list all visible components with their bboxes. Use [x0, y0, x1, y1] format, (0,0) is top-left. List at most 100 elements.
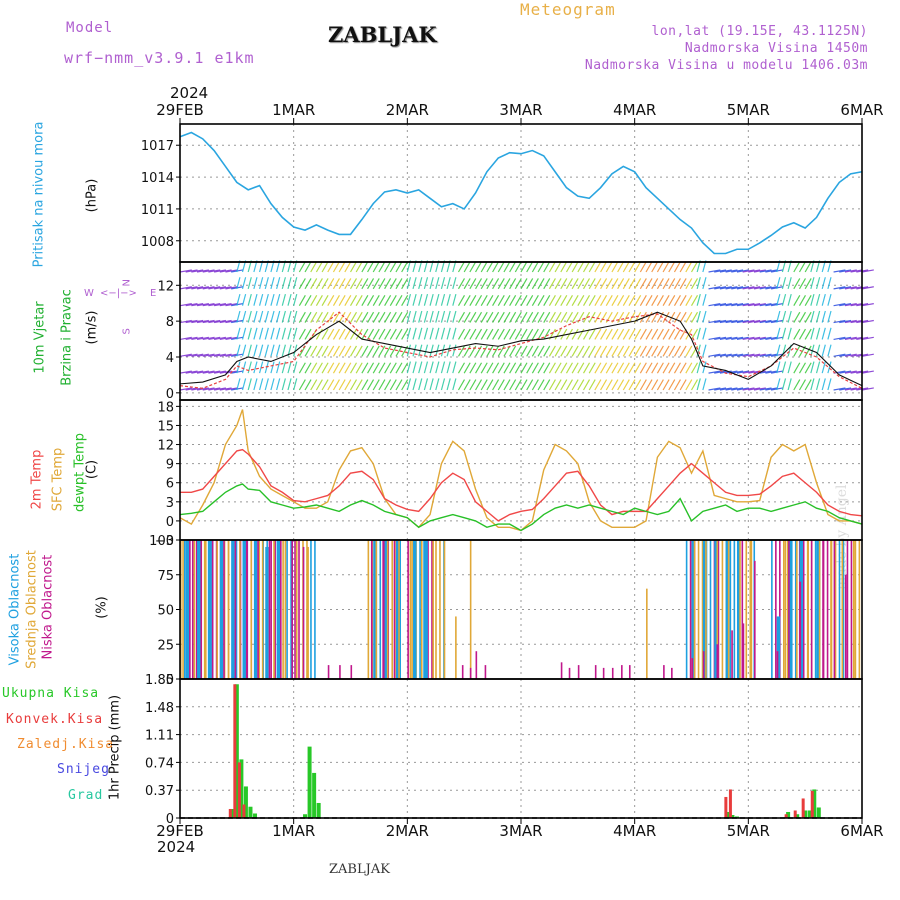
wind-barb: [457, 311, 466, 323]
wind-barb: [742, 336, 755, 341]
wind-barb: [668, 295, 676, 307]
cloud-low-bar: [754, 560, 756, 679]
wind-barb: [514, 379, 522, 391]
wind-barb: [469, 261, 477, 273]
wind-barb: [543, 311, 551, 323]
wind-barb: [731, 319, 744, 324]
wind-barb: [241, 378, 247, 391]
wind-barb: [367, 311, 375, 323]
wind-barb: [304, 362, 312, 374]
wind-barb: [332, 362, 340, 374]
wind-barb: [452, 293, 457, 306]
wind-barb: [821, 344, 826, 357]
wind-barb: [196, 269, 209, 273]
wind-barb: [577, 345, 585, 357]
wind-barb: [827, 293, 832, 306]
wind-barb: [247, 378, 252, 391]
wind-barb: [452, 310, 457, 323]
wind-barb: [475, 328, 483, 340]
wind-barb: [844, 387, 857, 391]
wind-barb: [225, 387, 238, 391]
precip-convective-bar: [237, 762, 241, 818]
cloud-low-bar: [702, 651, 705, 679]
wind-barb: [526, 362, 534, 374]
wind-barb: [548, 311, 556, 323]
wind-barb: [600, 345, 608, 357]
wind-barb: [457, 362, 466, 374]
wind-barb: [736, 387, 749, 391]
wind-barb: [463, 311, 471, 323]
wind-barb: [247, 277, 252, 290]
wind-barb: [731, 353, 744, 357]
wind-barb: [196, 303, 209, 307]
wind-barb: [514, 261, 522, 273]
cloud-fill-bar: [779, 540, 781, 679]
wind-barb: [423, 378, 429, 391]
wind-barb: [264, 378, 269, 391]
wind-barb: [446, 327, 451, 340]
wind-barb: [787, 293, 792, 306]
wind-barb: [293, 327, 298, 340]
wind-barb: [708, 353, 721, 357]
wind-barb: [287, 293, 292, 306]
wind-barb: [582, 261, 591, 273]
cloud-low-bar: [484, 665, 487, 679]
lonlat-readout: lon,lat (19.15E, 43.1125N): [651, 24, 868, 39]
wind-barb: [401, 311, 409, 323]
wind-barb: [645, 311, 653, 323]
wind-barb: [543, 328, 551, 340]
wind-barb: [327, 345, 335, 357]
wind-barb: [435, 293, 440, 306]
cloud-mid-bar: [469, 540, 472, 679]
cloud-mid-bar: [852, 540, 855, 679]
wind-barb: [639, 345, 647, 357]
wind-barb: [293, 344, 298, 357]
x-tick-bottom: 6MAR: [840, 822, 883, 840]
product-title: Meteogram: [520, 0, 616, 19]
cloud-fill-bar: [838, 540, 841, 679]
wind-barb: [543, 345, 551, 357]
wind-barb: [310, 345, 318, 357]
wind-barb: [219, 269, 232, 273]
wind-barb: [293, 361, 298, 374]
cloud-low-bar: [731, 630, 733, 679]
wind-barb: [844, 303, 857, 307]
wind-barb: [651, 295, 659, 307]
wind-barb: [526, 311, 534, 323]
wind-barb: [247, 310, 252, 323]
wind-barb: [406, 344, 412, 357]
wind-barb: [355, 362, 363, 374]
cloud-low-bar: [560, 662, 563, 679]
wind-barb: [548, 379, 556, 391]
wind-barb: [349, 278, 358, 290]
wind-barb: [690, 278, 699, 290]
wind-barb: [582, 345, 591, 357]
wind-barb: [225, 353, 238, 357]
wind-barb: [241, 310, 247, 323]
precip-convective-bar: [228, 808, 232, 818]
wind-barb: [497, 328, 505, 340]
wind-barb: [514, 362, 522, 374]
wind-barb: [543, 362, 551, 374]
wind-barb: [582, 362, 591, 374]
wind-barb: [827, 310, 832, 323]
wind-barb: [304, 311, 312, 323]
wind-barb: [861, 269, 874, 273]
wind-barb: [617, 261, 625, 273]
wind-barb: [355, 311, 363, 323]
wind-barb: [492, 345, 500, 357]
wind-barb: [622, 261, 630, 273]
wind-barb: [298, 328, 306, 340]
wind-barb: [520, 362, 528, 374]
wind-barb: [270, 293, 275, 306]
wind-barb: [668, 328, 676, 340]
wind-barb: [833, 286, 846, 290]
wind-barb: [395, 295, 403, 307]
wind-barb: [571, 278, 579, 290]
wind-barb: [395, 345, 403, 357]
wind-barb: [759, 336, 772, 341]
wind-barb: [367, 261, 375, 273]
precip-convective-bar: [784, 814, 788, 818]
wind-barb: [594, 345, 602, 357]
wind-barb: [276, 378, 281, 391]
